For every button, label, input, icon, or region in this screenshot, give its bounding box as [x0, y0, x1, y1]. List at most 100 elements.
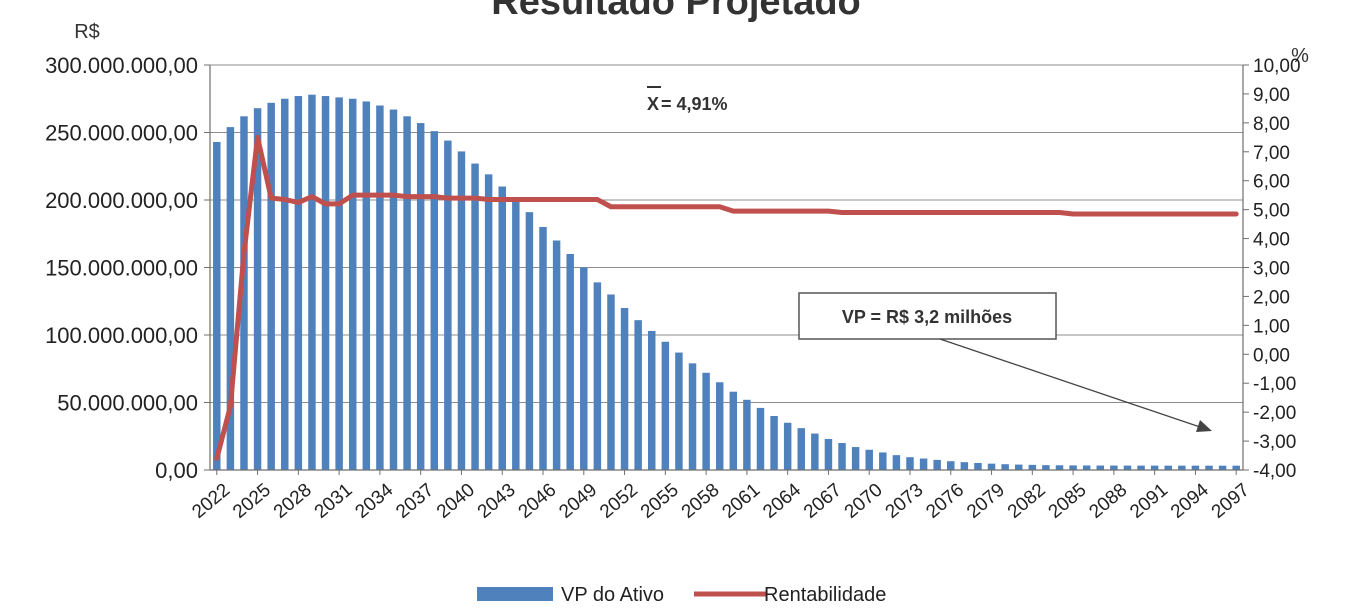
bar [648, 330, 656, 470]
x-axis-ticks: 2022202520282031203420372040204320462049… [188, 470, 1254, 523]
bar [240, 116, 248, 471]
bar [1123, 465, 1132, 470]
bar [675, 352, 683, 470]
right-axis-unit: % [1291, 45, 1309, 67]
bar [892, 455, 901, 470]
right-tick-label: 9,00 [1253, 85, 1290, 106]
vp-callout-arrowhead [1196, 420, 1212, 432]
bar [253, 108, 262, 470]
bar [389, 109, 398, 471]
line-series-rentabilidade [214, 134, 1239, 461]
bar [348, 98, 357, 470]
bar [403, 116, 411, 471]
bar [498, 186, 506, 470]
mean-symbol: X [647, 94, 659, 114]
bar [512, 200, 520, 470]
bar [865, 449, 873, 470]
bar [1164, 465, 1172, 470]
left-tick-label: 100.000.000,00 [45, 323, 198, 348]
bar [851, 447, 860, 470]
bar [797, 428, 805, 470]
right-axis-ticks: -4,00 -3,00 -2,00 -1,00 0,00 1,00 2,00 3,00 4,00… [1243, 56, 1301, 482]
x-tick-label: 2022 [188, 480, 234, 523]
bar [1110, 465, 1118, 470]
bar [416, 123, 425, 471]
left-tick-label: 300.000.000,00 [45, 53, 198, 78]
bar [688, 363, 697, 470]
x-tick-label: 2043 [474, 480, 520, 523]
bar [1014, 464, 1023, 470]
legend-label-vp-do-ativo: VP do Ativo [561, 584, 664, 606]
x-tick-label: 2046 [515, 480, 561, 523]
legend: VP do Ativo Rentabilidade [477, 584, 886, 606]
bar [430, 131, 439, 470]
x-tick-label: 2073 [882, 480, 928, 523]
bar [580, 267, 588, 470]
bar [213, 141, 221, 470]
left-axis-unit: R$ [74, 21, 100, 43]
bar [267, 102, 275, 471]
right-tick-label: 6,00 [1253, 172, 1290, 193]
bar [933, 459, 941, 470]
right-tick-label: 7,00 [1253, 143, 1290, 164]
bar [811, 433, 819, 470]
vp-callout-text: VP = R$ 3,2 milhões [842, 307, 1012, 327]
bar [226, 127, 235, 470]
x-tick-label: 2028 [270, 480, 316, 523]
bar [566, 254, 574, 470]
right-tick-label: 8,00 [1253, 114, 1290, 135]
x-tick-label: 2088 [1085, 480, 1131, 523]
bar [974, 462, 982, 470]
bar [620, 308, 629, 470]
right-tick-label: 4,00 [1253, 230, 1290, 251]
bar [756, 407, 765, 470]
bar [1055, 465, 1064, 470]
bar [321, 96, 330, 471]
right-tick-label: -1,00 [1253, 374, 1296, 395]
bar [1205, 465, 1213, 470]
bar [281, 98, 289, 470]
bar [906, 457, 914, 470]
right-tick-label: 2,00 [1253, 287, 1290, 308]
bar [715, 382, 724, 470]
right-tick-label: -3,00 [1253, 432, 1296, 453]
mean-annotation: X = 4,91% [647, 86, 728, 114]
right-tick-label: 5,00 [1253, 201, 1290, 222]
legend-label-rentabilidade: Rentabilidade [764, 584, 886, 606]
bar [1150, 465, 1159, 470]
right-tick-label: 0,00 [1253, 345, 1290, 366]
bar [552, 240, 561, 470]
bar [783, 422, 792, 470]
bar [1082, 465, 1091, 470]
x-tick-label: 2064 [759, 479, 805, 523]
x-tick-label: 2055 [637, 480, 683, 523]
bar [1001, 464, 1009, 470]
left-tick-label: 200.000.000,00 [45, 188, 198, 213]
bar [335, 97, 343, 471]
bar [308, 94, 316, 470]
bar [947, 461, 955, 470]
legend-swatch-vp-do-ativo [477, 587, 553, 601]
x-tick-label: 2082 [1004, 480, 1050, 523]
x-tick-label: 2091 [1126, 480, 1172, 523]
bar [770, 416, 778, 470]
left-tick-label: 150.000.000,00 [45, 256, 198, 281]
bar [1028, 464, 1037, 470]
bar [1137, 465, 1145, 470]
bar [607, 294, 615, 470]
x-tick-label: 2040 [433, 480, 479, 523]
chart-title: Resultado Projetado [491, 0, 861, 23]
bar [539, 227, 547, 470]
bar [987, 463, 996, 470]
bar [634, 320, 642, 470]
bar [702, 372, 710, 470]
bar [1096, 465, 1105, 470]
bar [525, 212, 534, 470]
x-tick-label: 2070 [841, 480, 887, 523]
bar [471, 163, 479, 471]
x-tick-label: 2058 [678, 480, 724, 523]
left-tick-label: 0,00 [155, 458, 198, 483]
bar [1218, 465, 1227, 470]
bar [1191, 465, 1200, 470]
